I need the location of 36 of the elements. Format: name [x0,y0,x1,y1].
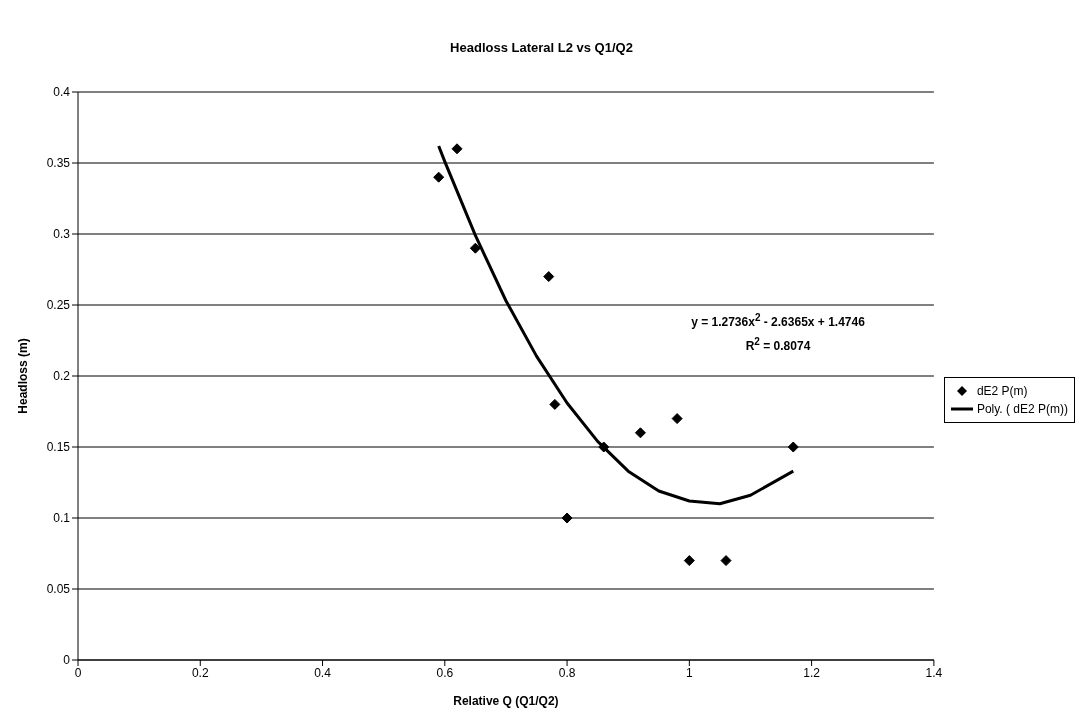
x-axis-title: Relative Q (Q1/Q2) [453,694,559,708]
point [671,413,683,425]
point [787,441,799,453]
annotation: R$^{2}$ = 0.8074 [744,335,812,355]
chart-title: Headloss Lateral L2 vs Q1/Q2 [449,39,634,57]
y-tick-label: 0.2 [53,369,71,384]
point [634,427,646,439]
y-tick-label: 0.3 [53,227,71,242]
point [683,555,695,567]
point [451,143,463,155]
x-tick-label: 0.2 [191,665,209,680]
point [433,171,445,183]
legend-label: dE2 P(m) [976,384,1028,398]
point [598,441,610,453]
y-tick-label: 0.15 [46,440,71,455]
x-tick-label: 0.4 [314,665,332,680]
y-tick-label: 0.1 [53,511,71,526]
point [543,271,555,283]
point [469,242,481,254]
point [720,555,732,567]
point [561,512,573,524]
y-tick-label: 0 [63,653,71,668]
point [549,398,561,410]
y-tick-label: 0.25 [46,298,71,313]
y-tick-label: 0.05 [46,582,71,597]
x-tick-label: 0.6 [436,665,454,680]
x-tick-label: 1.2 [803,665,821,680]
y-axis-title: Headloss (m) [16,338,31,414]
y-tick-label: 0.35 [46,156,71,171]
annotation: y = 1.2736x$^{2}$ - 2.6365x + 1.4746 [690,311,866,331]
x-tick-label: 1.4 [925,665,943,680]
x-tick-label: 1 [686,665,693,680]
y-tick-label: 0.4 [53,85,71,100]
legend-label: Poly. ( dE2 P(m)) [976,402,1068,416]
x-tick-label: 0.8 [558,665,576,680]
x-tick-label: 0 [74,665,82,680]
